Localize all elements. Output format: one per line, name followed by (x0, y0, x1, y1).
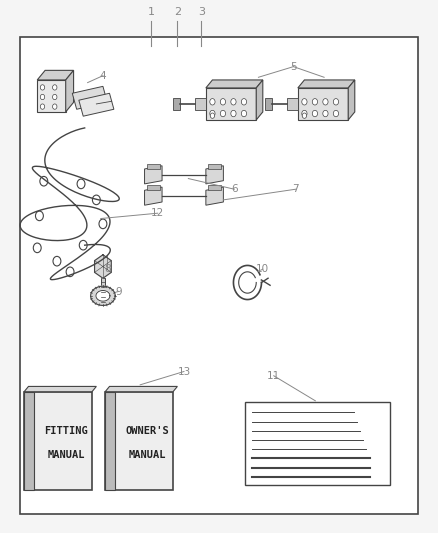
Circle shape (40, 176, 48, 186)
Circle shape (231, 110, 236, 117)
Bar (195, 98, 206, 110)
Circle shape (53, 85, 57, 90)
Text: 7: 7 (292, 184, 299, 194)
Circle shape (35, 211, 43, 221)
Polygon shape (256, 80, 263, 120)
Circle shape (210, 110, 215, 117)
Text: 13: 13 (177, 367, 191, 376)
Bar (105, 392, 173, 490)
Text: 8: 8 (104, 264, 111, 274)
Bar (287, 98, 298, 110)
Circle shape (53, 94, 57, 100)
Circle shape (92, 195, 100, 205)
Text: 11: 11 (267, 371, 280, 381)
Polygon shape (145, 187, 162, 205)
Text: OWNER'S: OWNER'S (125, 426, 169, 436)
Bar (101, 278, 105, 305)
Circle shape (302, 113, 307, 118)
Polygon shape (24, 386, 96, 392)
Bar (147, 185, 160, 190)
Text: 4: 4 (99, 71, 106, 80)
Text: MANUAL: MANUAL (47, 450, 85, 460)
Circle shape (323, 99, 328, 105)
Circle shape (220, 99, 226, 105)
Polygon shape (95, 255, 111, 278)
Circle shape (312, 110, 318, 117)
Circle shape (79, 240, 87, 250)
Text: MANUAL: MANUAL (128, 450, 166, 460)
Circle shape (99, 219, 107, 229)
Text: FITTING: FITTING (44, 426, 88, 436)
Circle shape (220, 110, 226, 117)
Text: 9: 9 (115, 287, 122, 296)
Bar (173, 98, 180, 110)
Polygon shape (79, 93, 114, 116)
Circle shape (323, 110, 328, 117)
Circle shape (241, 110, 247, 117)
Circle shape (210, 99, 215, 105)
Circle shape (53, 104, 57, 109)
Polygon shape (72, 86, 107, 109)
Polygon shape (66, 70, 74, 112)
Circle shape (333, 110, 339, 117)
Polygon shape (91, 286, 115, 305)
Text: 6: 6 (231, 184, 238, 194)
Polygon shape (298, 80, 355, 88)
Bar (208, 185, 221, 190)
Text: 1: 1 (148, 7, 155, 17)
Bar (245, 402, 390, 485)
Polygon shape (348, 80, 355, 120)
Circle shape (302, 110, 307, 117)
Bar (24, 392, 92, 490)
Text: 5: 5 (290, 62, 297, 71)
Bar (265, 98, 272, 110)
Polygon shape (298, 88, 348, 120)
Polygon shape (105, 386, 177, 392)
Circle shape (40, 85, 45, 90)
Circle shape (241, 99, 247, 105)
Circle shape (333, 99, 339, 105)
Polygon shape (206, 80, 263, 88)
Polygon shape (206, 88, 256, 120)
Bar (105, 392, 115, 490)
Circle shape (77, 179, 85, 189)
Bar (147, 164, 160, 169)
Bar (24, 392, 34, 490)
Polygon shape (206, 166, 223, 184)
Polygon shape (145, 166, 162, 184)
Polygon shape (96, 290, 110, 301)
Bar (208, 164, 221, 169)
Circle shape (53, 256, 61, 266)
Bar (20, 37, 418, 514)
Polygon shape (37, 70, 74, 80)
Circle shape (66, 267, 74, 277)
Text: 12: 12 (151, 208, 164, 218)
Circle shape (231, 99, 236, 105)
Circle shape (40, 94, 45, 100)
Text: 3: 3 (198, 7, 205, 17)
Polygon shape (206, 187, 223, 205)
Circle shape (302, 99, 307, 105)
Circle shape (33, 243, 41, 253)
Text: 2: 2 (174, 7, 181, 17)
Circle shape (210, 113, 215, 118)
Polygon shape (37, 80, 66, 112)
Circle shape (40, 104, 45, 109)
Text: 10: 10 (256, 264, 269, 274)
Circle shape (312, 99, 318, 105)
